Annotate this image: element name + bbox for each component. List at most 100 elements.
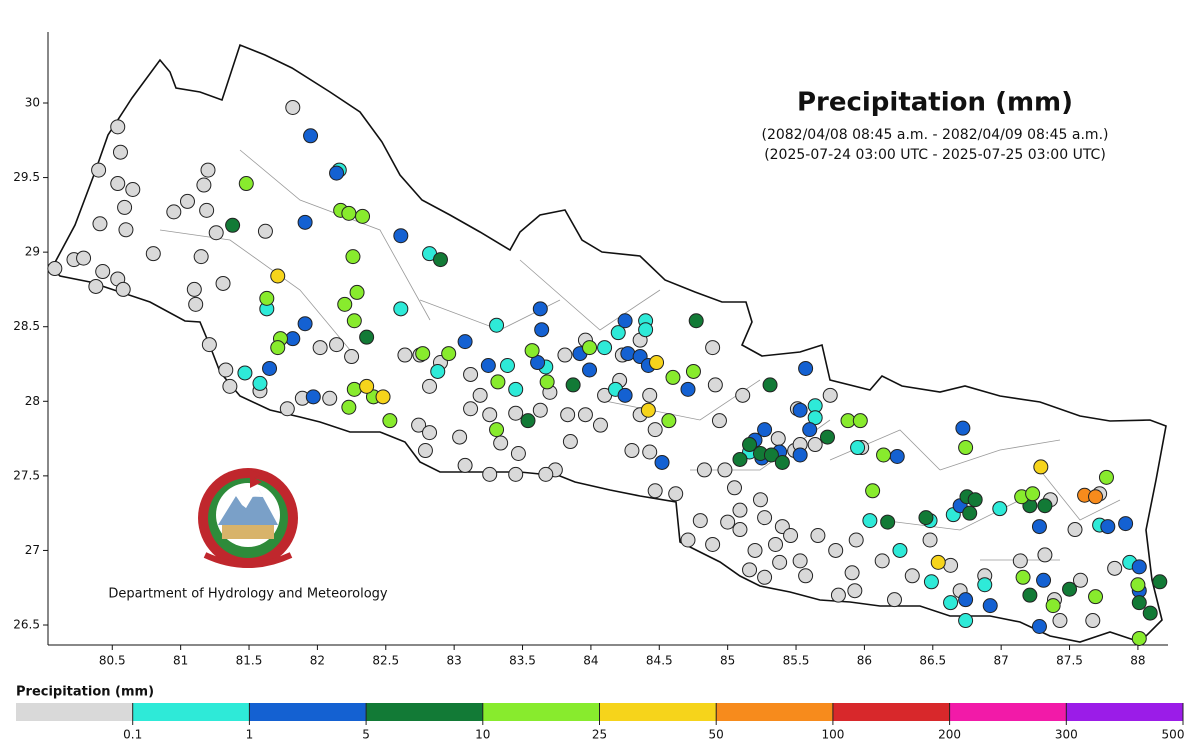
agency-label: Department of Hydrology and Meteorology: [108, 587, 388, 602]
station: [886, 592, 902, 608]
station: [1067, 522, 1083, 538]
station: [238, 176, 254, 192]
station: [1031, 619, 1047, 635]
station: [1131, 559, 1147, 575]
station: [88, 278, 104, 294]
station: [355, 208, 371, 224]
station: [992, 501, 1008, 517]
x-tick-label: 82.5: [372, 654, 399, 668]
station: [647, 422, 663, 438]
station: [752, 492, 768, 508]
y-tick-label: 27: [25, 543, 40, 557]
station: [874, 553, 890, 569]
station: [166, 204, 182, 220]
station: [375, 389, 391, 405]
station: [359, 378, 375, 394]
station: [943, 595, 959, 611]
station: [538, 466, 554, 482]
station: [958, 440, 974, 456]
station: [110, 176, 126, 192]
station: [977, 577, 993, 593]
station: [638, 322, 654, 338]
station: [696, 462, 712, 478]
x-tick-label: 88: [1130, 654, 1145, 668]
station: [711, 413, 727, 429]
station: [345, 249, 361, 265]
station: [617, 313, 633, 329]
y-tick-label: 29: [25, 245, 40, 259]
station: [930, 554, 946, 570]
station: [582, 340, 598, 356]
colorbar-label: 1: [246, 728, 254, 742]
station: [422, 378, 438, 394]
station: [640, 402, 656, 418]
colorbar-label: 10: [475, 728, 490, 742]
station: [742, 437, 758, 453]
station: [393, 301, 409, 317]
station: [876, 447, 892, 463]
station: [199, 202, 215, 218]
station: [865, 483, 881, 499]
station: [810, 528, 826, 544]
station: [798, 360, 814, 376]
station: [508, 405, 524, 421]
station: [532, 301, 548, 317]
station: [452, 429, 468, 445]
station: [617, 387, 633, 403]
stations: [47, 99, 1168, 646]
station: [892, 542, 908, 558]
station: [337, 296, 353, 312]
station: [1072, 572, 1088, 588]
station: [95, 264, 111, 280]
station: [341, 399, 357, 415]
logo: [198, 468, 298, 568]
station: [792, 447, 808, 463]
station: [610, 325, 626, 341]
station: [685, 363, 701, 379]
y-tick-label: 28: [25, 394, 40, 408]
station: [112, 144, 128, 160]
x-tick-label: 86: [857, 654, 872, 668]
station: [654, 454, 670, 470]
y-tick-label: 26.5: [13, 618, 40, 632]
station: [411, 417, 427, 433]
station: [642, 387, 658, 403]
station: [520, 413, 536, 429]
station: [1012, 553, 1028, 569]
x-tick-label: 82: [310, 654, 325, 668]
station: [1131, 630, 1147, 646]
station: [508, 381, 524, 397]
station: [397, 347, 413, 363]
station: [661, 413, 677, 429]
station: [962, 505, 978, 521]
station: [341, 205, 357, 221]
station: [218, 362, 234, 378]
station: [1098, 469, 1114, 485]
station: [582, 362, 598, 378]
station: [222, 378, 238, 394]
colorbar-label: 25: [592, 728, 607, 742]
station: [92, 216, 108, 232]
station: [490, 374, 506, 390]
station: [539, 374, 555, 390]
station: [344, 349, 360, 365]
station: [91, 162, 107, 178]
colorbar-label: 200: [938, 728, 961, 742]
station: [620, 346, 636, 362]
station: [1037, 498, 1053, 514]
station: [822, 387, 838, 403]
station: [110, 119, 126, 135]
station: [346, 381, 362, 397]
station: [624, 443, 640, 459]
station: [225, 217, 241, 233]
station: [1031, 519, 1047, 535]
station: [422, 425, 438, 441]
station: [1100, 519, 1116, 535]
chart-subtitle: (2025-07-24 03:00 UTC - 2025-07-25 03:00…: [764, 147, 1106, 163]
station: [1085, 613, 1101, 629]
station: [270, 268, 286, 284]
colorbar-segment: [1066, 703, 1183, 721]
station: [47, 261, 63, 277]
axes: [47, 32, 1168, 646]
y-tick-label: 27.5: [13, 468, 40, 482]
